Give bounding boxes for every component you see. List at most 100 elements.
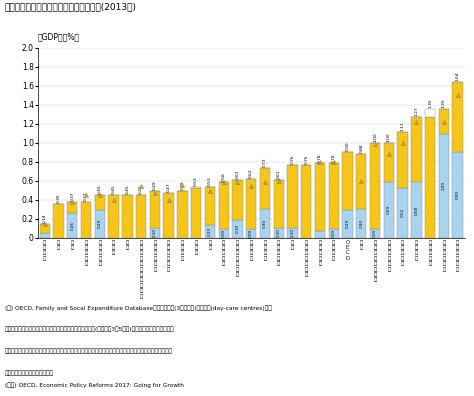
Text: ア
イ
ル
ラ
ン
ド: ア イ ル ラ ン ド (167, 240, 170, 272)
Text: 英
国: 英 国 (291, 240, 294, 250)
Bar (397, 188, 408, 238)
Bar (370, 229, 380, 238)
Text: リ
ト
ア
ニ
ア: リ ト ア ニ ア (277, 240, 280, 266)
Text: 0.10: 0.10 (291, 228, 294, 237)
Text: 0.45: 0.45 (139, 184, 143, 194)
Text: 0.26: 0.26 (70, 221, 74, 230)
Bar (219, 183, 229, 229)
Text: 0.90: 0.90 (456, 190, 460, 200)
Text: 0.49: 0.49 (181, 181, 184, 190)
Text: 0.09: 0.09 (373, 229, 377, 238)
Text: ア
イ
ス
ラ
ン
ド: ア イ ス ラ ン ド (456, 240, 459, 272)
Text: 1.09: 1.09 (442, 181, 446, 190)
Text: チ
リ: チ リ (126, 240, 129, 250)
Text: ス
ペ
イ
ン: ス ペ イ ン (181, 240, 184, 261)
Bar (315, 231, 325, 238)
Text: フ
ラ
ン
ス: フ ラ ン ス (415, 240, 418, 261)
Text: O
E
C
D: O E C D (346, 240, 349, 261)
Bar (150, 191, 160, 228)
Text: 1.64: 1.64 (456, 71, 460, 81)
Text: 1.00: 1.00 (373, 132, 377, 142)
Text: 0.52: 0.52 (401, 208, 405, 217)
Text: 0.37: 0.37 (70, 192, 74, 202)
Text: 0.09: 0.09 (332, 229, 336, 238)
Text: 0.61: 0.61 (236, 169, 239, 179)
Bar (260, 209, 270, 238)
Bar (177, 191, 188, 238)
Text: 0.47: 0.47 (167, 182, 171, 192)
Text: 1.27: 1.27 (414, 106, 419, 116)
Text: 日
本: 日 本 (71, 240, 74, 250)
Text: 0.45: 0.45 (111, 184, 116, 194)
Bar (273, 180, 284, 228)
Bar (205, 225, 215, 238)
Text: 0.49: 0.49 (153, 181, 157, 190)
Bar (205, 187, 215, 225)
Bar (315, 164, 325, 231)
Text: 0.59: 0.59 (387, 205, 391, 214)
Bar (136, 195, 146, 238)
Bar (232, 219, 243, 238)
Bar (287, 228, 298, 238)
Bar (260, 168, 270, 209)
Bar (453, 152, 463, 238)
Bar (328, 164, 339, 229)
Text: 0.35: 0.35 (56, 194, 61, 204)
Text: ベ
ル
ギ
ー: ベ ル ギ ー (332, 240, 335, 261)
Text: ス
イ
ス: ス イ ス (195, 240, 198, 255)
Text: チ
ェ
コ: チ ェ コ (112, 240, 115, 255)
Bar (287, 166, 298, 228)
Text: 0.13: 0.13 (208, 227, 212, 236)
Text: エ
ス
ト
ニ
ア: エ ス ト ニ ア (98, 240, 101, 266)
Text: 0.78: 0.78 (332, 153, 336, 162)
Bar (40, 224, 50, 233)
Text: (注) OECD, Family and Socal Expenditure Databaseによる。保育(3歳児以下)は保育園(day-care centre: (注) OECD, Family and Socal Expenditure D… (5, 305, 272, 310)
Bar (150, 228, 160, 238)
Bar (40, 233, 50, 238)
Text: 1.11: 1.11 (401, 122, 405, 131)
Text: 0.90: 0.90 (346, 141, 349, 151)
Text: 0.76: 0.76 (304, 155, 308, 164)
Bar (453, 82, 463, 152)
Text: 1.00: 1.00 (387, 132, 391, 142)
Text: 0.37: 0.37 (84, 192, 88, 202)
Text: 0.14: 0.14 (43, 214, 47, 223)
Bar (109, 195, 119, 238)
Text: 0.58: 0.58 (222, 172, 226, 181)
Text: オ
ー
ス
ト
リ
ア: オ ー ス ト リ ア (153, 240, 156, 272)
Text: 1.35: 1.35 (428, 99, 432, 109)
Bar (219, 229, 229, 238)
Bar (383, 143, 394, 181)
Bar (439, 134, 449, 238)
Text: 0.61: 0.61 (277, 169, 281, 179)
Text: ポ
ル
ト
ガ
ル: ポ ル ト ガ ル (84, 240, 88, 266)
Bar (356, 154, 366, 209)
Bar (191, 188, 201, 238)
Text: 0.09: 0.09 (249, 229, 253, 238)
Text: 0.53: 0.53 (194, 177, 198, 186)
Bar (342, 210, 353, 238)
Text: 韓
国: 韓 国 (360, 240, 363, 250)
Text: ニ
ュ
ー
ジ
ー
ラ
ン
ド: ニ ュ ー ジ ー ラ ン ド (374, 240, 377, 282)
Bar (411, 183, 421, 238)
Text: 0.09: 0.09 (222, 229, 226, 238)
Text: 0.76: 0.76 (291, 155, 294, 164)
Text: ボ
ス
ニ
ア
ヘ
ル
ツ
ェ
ゴ
ビ
ナ: ボ ス ニ ア ヘ ル ツ ェ ゴ ビ ナ (139, 240, 143, 299)
Bar (397, 132, 408, 188)
Text: フ
ィ
ン
ラ
ン
ド: フ ィ ン ラ ン ド (387, 240, 391, 272)
Text: ラ
ト
ビ
ア: ラ ト ビ ア (43, 240, 46, 261)
Text: 把握されていない場合がある。: 把握されていない場合がある。 (5, 370, 54, 376)
Text: 0.58: 0.58 (414, 206, 419, 215)
Text: 0.53: 0.53 (208, 177, 212, 186)
Bar (191, 187, 201, 188)
Bar (273, 228, 284, 238)
Text: (資料) OECD, Economic Policy Reforms 2017: Going for Growth: (資料) OECD, Economic Policy Reforms 2017:… (5, 383, 183, 388)
Bar (246, 179, 256, 229)
Text: メ
キ
シ
コ: メ キ シ コ (250, 240, 253, 261)
Text: 0.29: 0.29 (346, 219, 349, 228)
Bar (95, 195, 105, 210)
Bar (370, 143, 380, 229)
Text: 0.19: 0.19 (236, 224, 239, 233)
Text: の施設のデイケアサービスと家庭内保育を含む。幼児教育(就学前の3～5歳児)は幼稚園、および通常の子: の施設のデイケアサービスと家庭内保育を含む。幼児教育(就学前の3～5歳児)は幼稚… (5, 327, 174, 332)
Text: オ
リ
コ
ダ: オ リ コ ダ (264, 240, 266, 261)
